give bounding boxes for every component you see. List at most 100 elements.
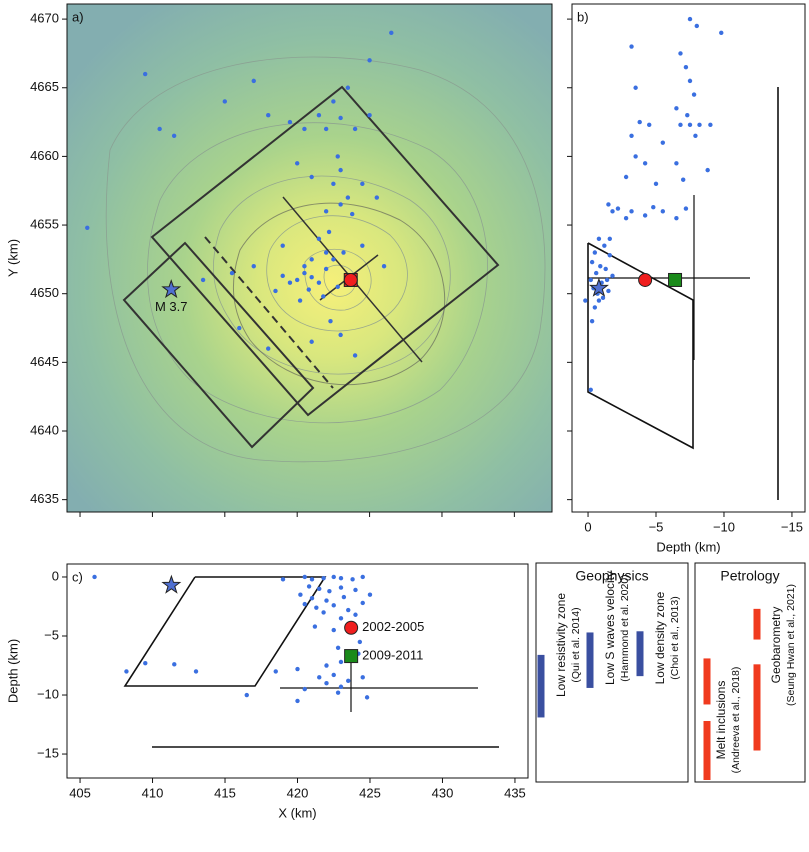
geophysics-title: Geophysics xyxy=(575,568,648,584)
x-tick-label: 420 xyxy=(287,785,309,800)
event-point xyxy=(306,287,311,292)
event-point xyxy=(589,259,595,265)
event-point xyxy=(705,167,710,173)
event-point xyxy=(588,387,593,393)
event-point xyxy=(606,202,611,207)
x-tick-label: 0 xyxy=(584,519,591,534)
event-point xyxy=(324,663,329,668)
event-point xyxy=(381,264,387,269)
event-point xyxy=(600,295,606,301)
star-marker xyxy=(588,277,609,297)
x-tick-label: 435 xyxy=(504,785,526,800)
event-point xyxy=(193,669,199,674)
y-tick-label: −15 xyxy=(37,745,59,760)
event-point xyxy=(642,213,648,218)
event-point xyxy=(683,64,689,70)
event-point xyxy=(323,209,329,214)
event-point xyxy=(143,660,148,666)
x-tick-label: −15 xyxy=(781,519,803,534)
event-point xyxy=(306,584,312,589)
event-point xyxy=(360,181,365,187)
legend-label: Low S waves velocity xyxy=(603,571,617,685)
event-point xyxy=(350,211,355,217)
legend-citation: (Hammond et al. 2020) xyxy=(619,574,631,681)
event-point xyxy=(302,264,307,269)
depth-section-outlines xyxy=(123,87,779,748)
y-tick-label: 4650 xyxy=(30,285,59,300)
legend-label: Melt inclusions xyxy=(714,681,728,760)
event-point xyxy=(598,264,603,269)
marker-label: 2009-2011 xyxy=(362,648,423,663)
event-point xyxy=(367,592,373,597)
x-tick-label: 425 xyxy=(359,785,381,800)
event-point xyxy=(606,288,611,294)
event-point xyxy=(589,318,595,324)
event-point xyxy=(323,126,329,132)
event-point xyxy=(251,264,256,269)
event-point xyxy=(588,277,593,283)
event-point xyxy=(309,577,315,582)
panel-label: c) xyxy=(72,569,83,584)
x-axis-label: Depth (km) xyxy=(656,539,720,554)
event-point xyxy=(719,30,724,36)
x-tick-label: 415 xyxy=(214,785,236,800)
y-tick-label: 4635 xyxy=(30,491,59,506)
event-point xyxy=(280,577,286,582)
square-marker xyxy=(668,272,683,287)
panel-label: b) xyxy=(577,9,589,24)
event-point xyxy=(266,346,271,351)
event-point xyxy=(302,574,307,580)
event-point xyxy=(610,273,615,279)
event-point xyxy=(302,601,307,607)
depth-range-bar xyxy=(537,654,545,718)
event-point xyxy=(324,681,329,686)
event-point xyxy=(294,277,300,283)
legend-label: Geobarometry xyxy=(769,607,783,684)
event-point xyxy=(678,51,683,56)
event-point xyxy=(660,209,666,214)
y-tick-label: 4665 xyxy=(30,79,59,94)
event-point xyxy=(651,205,656,210)
event-point xyxy=(360,243,365,248)
event-point xyxy=(92,574,97,580)
event-point xyxy=(142,71,148,77)
event-point xyxy=(603,266,608,272)
marker-label: 2002-2005 xyxy=(362,619,424,634)
event-point xyxy=(237,325,242,331)
event-point xyxy=(592,305,598,310)
y-tick-label: 4655 xyxy=(30,216,59,231)
event-point xyxy=(629,44,634,49)
event-point xyxy=(317,586,322,591)
event-point xyxy=(298,592,303,597)
depth-range-bar xyxy=(636,631,644,677)
event-point xyxy=(302,686,307,692)
event-point xyxy=(309,275,314,280)
event-point xyxy=(321,575,326,581)
x-tick-label: −10 xyxy=(713,519,735,534)
event-point xyxy=(328,318,333,324)
event-point xyxy=(331,181,336,187)
event-point xyxy=(335,154,340,159)
event-point xyxy=(338,167,343,173)
x-axis-label: X (km) xyxy=(278,805,316,820)
y-axis-label: Y (km) xyxy=(5,239,20,277)
event-point xyxy=(683,206,689,211)
event-point xyxy=(331,603,336,608)
event-point xyxy=(647,122,652,128)
event-point xyxy=(593,270,599,276)
event-point xyxy=(222,99,228,104)
event-point xyxy=(629,133,634,139)
event-point xyxy=(346,678,351,684)
depth-range-bar xyxy=(703,658,711,705)
event-point xyxy=(273,288,278,294)
event-point xyxy=(309,339,314,344)
event-point xyxy=(229,270,235,276)
event-point xyxy=(687,78,693,84)
legend-citation: (Andreeva et al., 2018) xyxy=(730,667,742,774)
y-tick-label: 4670 xyxy=(30,11,59,26)
event-point xyxy=(674,161,679,166)
y-tick-label: 4660 xyxy=(30,148,59,163)
event-point xyxy=(124,669,129,674)
event-point xyxy=(674,106,679,111)
panel-label: a) xyxy=(72,9,84,24)
